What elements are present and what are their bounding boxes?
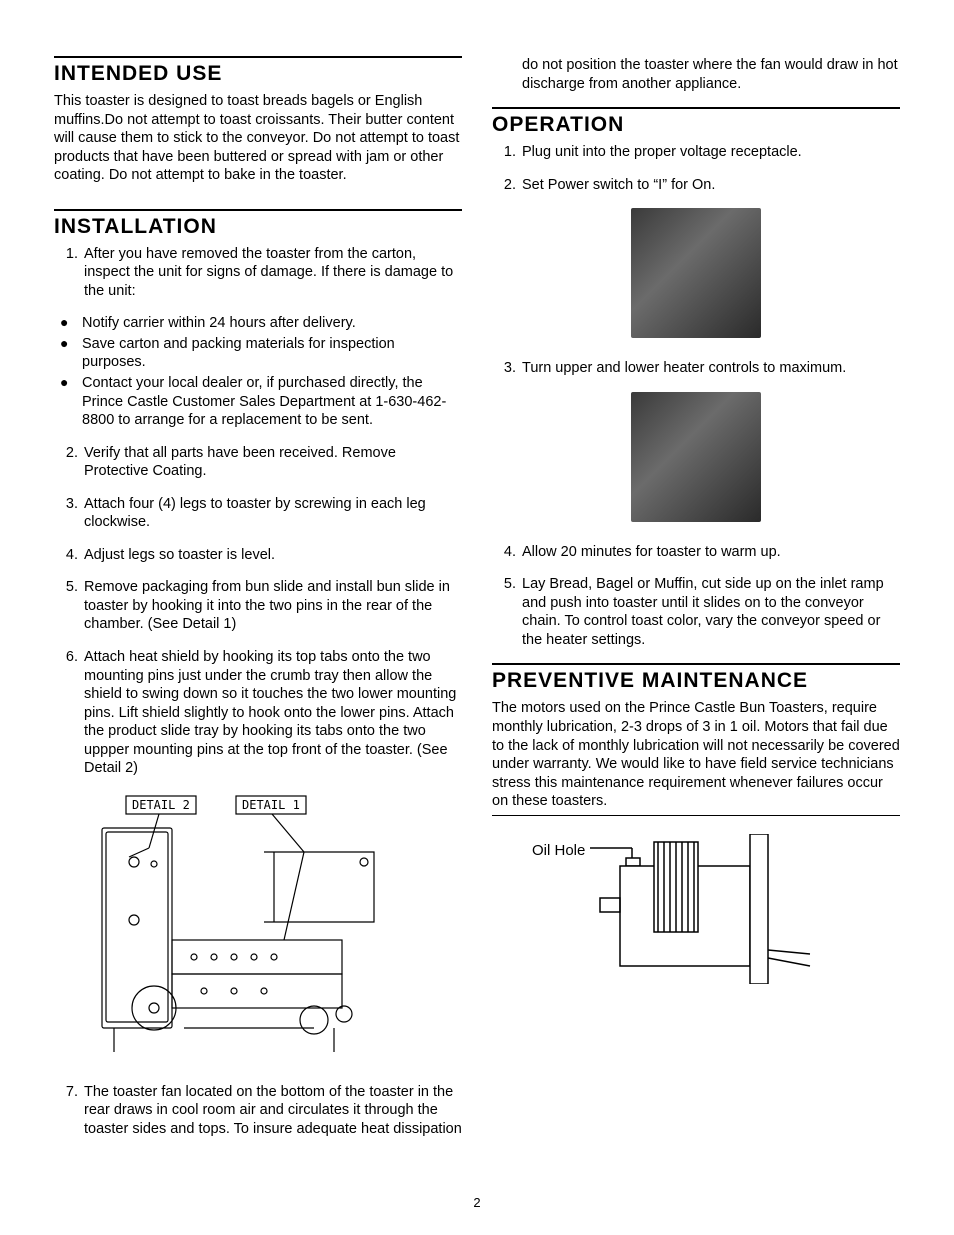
install-list-2: Verify that all parts have been received…: [54, 444, 462, 778]
section-operation-header: OPERATION: [492, 107, 900, 137]
heading-installation: INSTALLATION: [54, 215, 462, 239]
section-installation-header: INSTALLATION: [54, 209, 462, 239]
op-item-3: Turn upper and lower heater controls to …: [520, 359, 900, 378]
oil-hole-label: Oil Hole: [532, 842, 585, 859]
install-bullet-1: Notify carrier within 24 hours after del…: [60, 314, 462, 333]
figure-detail: DETAIL 2 DETAIL 1: [54, 792, 462, 1067]
install-item-3: Attach four (4) legs to toaster by screw…: [82, 495, 462, 532]
section-intended-use: INTENDED USE This toaster is designed to…: [54, 56, 462, 185]
op-item-2: Set Power switch to “I” for On.: [520, 176, 900, 195]
install-bullets: Notify carrier within 24 hours after del…: [54, 314, 462, 429]
install-bullet-3: Contact your local dealer or, if purchas…: [60, 374, 462, 430]
oil-hole-svg: [590, 834, 820, 984]
body-maintenance: The motors used on the Prince Castle Bun…: [492, 699, 900, 810]
figure-power-switch: [492, 208, 900, 343]
photo-power-switch: [631, 208, 761, 338]
heading-maintenance: PREVENTIVE MAINTENANCE: [492, 669, 900, 693]
install-item-5: Remove packaging from bun slide and inst…: [82, 578, 462, 634]
section-maintenance: PREVENTIVE MAINTENANCE The motors used o…: [492, 663, 900, 815]
heading-intended-use: INTENDED USE: [54, 62, 462, 86]
detail-diagram-svg: DETAIL 2 DETAIL 1: [54, 792, 414, 1062]
detail2-label: DETAIL 2: [132, 798, 190, 812]
install-bullet-2: Save carton and packing materials for in…: [60, 335, 462, 372]
operation-list-b: Turn upper and lower heater controls to …: [492, 359, 900, 378]
op-item-4: Allow 20 minutes for toaster to warm up.: [520, 543, 900, 562]
photo-heater-controls: [631, 392, 761, 522]
install-item-6: Attach heat shield by hooking its top ta…: [82, 648, 462, 778]
rule: [492, 815, 900, 816]
rule: [492, 663, 900, 665]
install-item-1: After you have removed the toaster from …: [82, 245, 462, 301]
detail1-label: DETAIL 1: [242, 798, 300, 812]
install-list-1: After you have removed the toaster from …: [54, 245, 462, 301]
op-item-5: Lay Bread, Bagel or Muffin, cut side up …: [520, 575, 900, 649]
rule: [492, 107, 900, 109]
rule: [54, 209, 462, 211]
figure-oil-hole: Oil Hole: [492, 834, 900, 984]
operation-list-c: Allow 20 minutes for toaster to warm up.…: [492, 543, 900, 650]
rule: [54, 56, 462, 58]
page-number: 2: [0, 1195, 954, 1224]
op-item-1: Plug unit into the proper voltage recept…: [520, 143, 900, 162]
body-intended-use: This toaster is designed to toast breads…: [54, 92, 462, 185]
heading-operation: OPERATION: [492, 113, 900, 137]
figure-heater-controls: [492, 392, 900, 527]
operation-list-a: Plug unit into the proper voltage recept…: [492, 143, 900, 194]
page: INTENDED USE This toaster is designed to…: [0, 0, 954, 1195]
spacer: [54, 199, 462, 209]
install-item-4: Adjust legs so toaster is level.: [82, 546, 462, 565]
install-item-2: Verify that all parts have been received…: [82, 444, 462, 481]
